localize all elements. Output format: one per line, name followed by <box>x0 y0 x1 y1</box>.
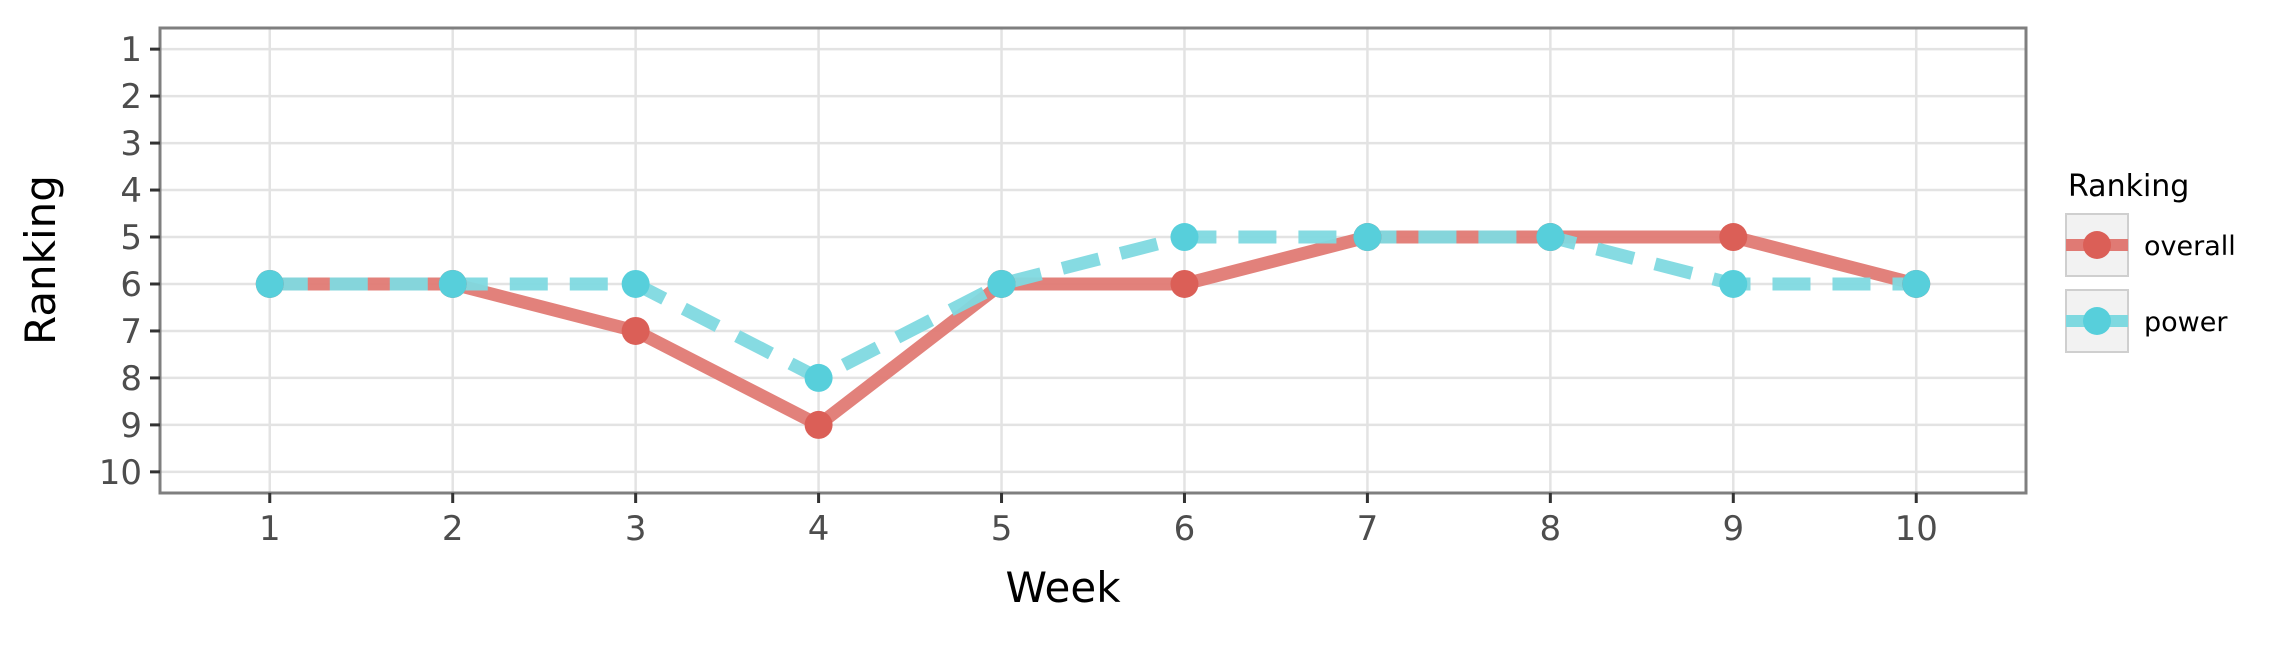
x-tick-label: 1 <box>259 509 281 549</box>
x-tick-label: 4 <box>808 509 830 549</box>
x-axis-label: Week <box>1005 563 1121 612</box>
legend-key-marker-power <box>2083 307 2111 335</box>
point-overall <box>804 410 833 439</box>
x-tick-label: 6 <box>1174 509 1196 549</box>
point-overall <box>1719 223 1748 252</box>
y-tick-label: 8 <box>120 359 142 399</box>
x-tick-label: 10 <box>1895 509 1938 549</box>
x-tick-label: 5 <box>991 509 1013 549</box>
y-tick-label: 1 <box>120 30 142 70</box>
point-overall <box>1170 269 1199 298</box>
point-overall <box>621 316 650 345</box>
series-layer <box>255 223 1931 439</box>
x-tick-label: 3 <box>625 509 647 549</box>
y-tick-label: 2 <box>120 77 142 117</box>
x-tick-label: 7 <box>1357 509 1379 549</box>
legend: Ranking overall power <box>2065 169 2236 353</box>
point-power <box>804 363 833 392</box>
x-tick-label: 9 <box>1722 509 1744 549</box>
axes-layer: 1 2 3 4 5 6 7 8 9 10 1 2 3 4 5 6 7 8 9 10 <box>99 30 1938 549</box>
y-tick-label: 4 <box>120 171 142 211</box>
legend-label-power: power <box>2144 307 2228 338</box>
point-power <box>1719 269 1748 298</box>
legend-title: Ranking <box>2068 169 2189 204</box>
y-tick-label: 10 <box>99 453 142 493</box>
point-power <box>255 269 284 298</box>
y-tick-label: 5 <box>120 218 142 258</box>
y-tick-label: 7 <box>120 312 142 352</box>
point-power <box>621 269 650 298</box>
point-power <box>1353 223 1382 252</box>
y-tick-label: 9 <box>120 406 142 446</box>
x-tick-label: 8 <box>1540 509 1562 549</box>
point-power <box>1902 269 1931 298</box>
legend-key-marker-overall <box>2083 231 2111 259</box>
point-power <box>1170 223 1199 252</box>
y-tick-label: 3 <box>120 124 142 164</box>
point-power <box>987 269 1016 298</box>
legend-label-overall: overall <box>2144 231 2236 262</box>
x-tick-label: 2 <box>442 509 464 549</box>
y-axis-label: Ranking <box>16 175 65 345</box>
point-power <box>1536 223 1565 252</box>
series-line-power <box>269 230 1917 386</box>
plot-border <box>158 26 2028 495</box>
y-tick-label: 6 <box>120 265 142 305</box>
point-power <box>438 269 467 298</box>
series-line-overall <box>269 230 1918 433</box>
